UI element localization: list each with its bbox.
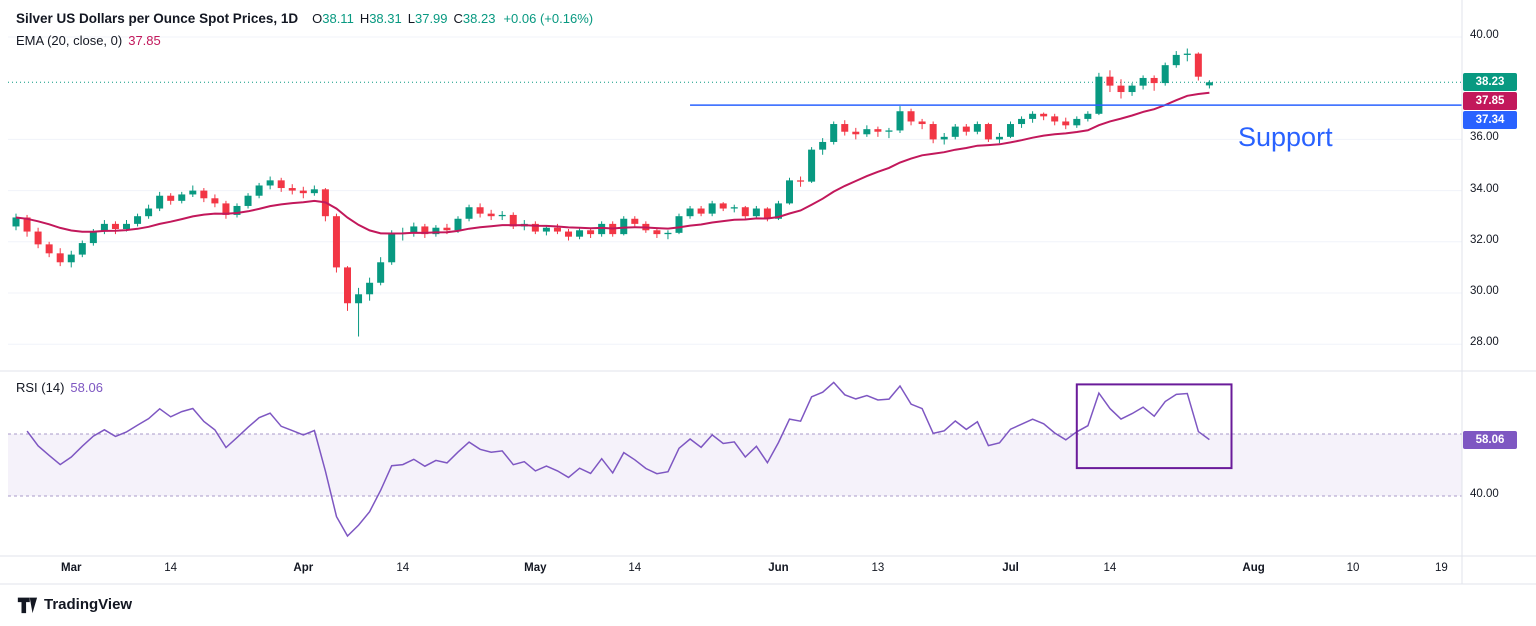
ohlc-high-label: H: [359, 11, 370, 26]
chart-legend[interactable]: Silver US Dollars per Ounce Spot Prices,…: [16, 8, 593, 52]
price-axis-label: 30.00: [1470, 285, 1499, 297]
time-axis-label: Jul: [1002, 562, 1019, 574]
ohlc-high-value: 38.31: [369, 11, 402, 26]
time-axis[interactable]: Mar 14 Apr 14 May 14 Jun 13 Jul 14 Aug 10 19: [0, 558, 1536, 584]
tradingview-attribution[interactable]: TradingView: [16, 593, 132, 615]
time-axis-label: 14: [164, 562, 178, 574]
ohlc-low-value: 37.99: [414, 11, 448, 26]
time-axis-label: 10: [1346, 562, 1360, 574]
symbol-title: Silver US Dollars per Ounce Spot Prices,…: [16, 11, 299, 26]
time-axis-label: 19: [1435, 562, 1448, 574]
time-axis-label: May: [524, 562, 547, 574]
rsi-legend-value: 58.06: [70, 380, 103, 395]
rsi-legend-name: RSI (14): [16, 380, 65, 395]
ema-legend-row[interactable]: EMA (20, close, 0) 37.85: [16, 30, 593, 52]
rsi-legend-row[interactable]: RSI (14) 58.06: [16, 380, 103, 395]
rsi-badge: 58.06: [1463, 431, 1517, 449]
legend-main-row[interactable]: Silver US Dollars per Ounce Spot Prices,…: [16, 8, 593, 30]
price-badge: 37.85: [1463, 92, 1517, 111]
price-badge: 38.23: [1463, 73, 1517, 92]
ohlc-close-value: 38.23: [462, 11, 496, 26]
time-axis-label: Jun: [768, 562, 789, 574]
price-axis-label: 36.00: [1470, 131, 1499, 144]
price-axis-label: 40.00: [1470, 29, 1499, 41]
ema-legend-value: 37.85: [128, 33, 161, 48]
time-axis-label: 14: [628, 562, 642, 574]
tradingview-logo-icon[interactable]: [16, 593, 38, 615]
ohlc-open-label: O: [312, 11, 323, 26]
time-axis-label: Aug: [1242, 562, 1265, 574]
time-axis-label: 14: [1103, 562, 1117, 574]
change-value: +0.06 (+0.16%): [503, 11, 594, 26]
tradingview-brand-text: TradingView: [44, 595, 133, 613]
rsi-axis-label: 40.00: [1470, 488, 1499, 500]
price-axis-label: 32.00: [1470, 233, 1499, 246]
time-axis-label: Apr: [293, 562, 314, 574]
ohlc-open-value: 38.11: [322, 11, 354, 26]
time-axis-label: 14: [396, 562, 410, 574]
price-axis-label: 34.00: [1470, 182, 1499, 195]
price-badge: 37.34: [1463, 111, 1517, 130]
ohlc-low-label: L: [407, 11, 415, 26]
time-axis-label: Mar: [61, 562, 82, 574]
ema-legend-name: EMA (20, close, 0): [16, 33, 123, 48]
time-axis-label: 13: [871, 562, 885, 574]
support-annotation-label[interactable]: Support: [1238, 122, 1333, 152]
ohlc-close-label: C: [453, 11, 463, 26]
price-axis-label: 28.00: [1470, 336, 1499, 349]
price-axis[interactable]: 40.00 36.00 34.00 32.00 30.00 28.00 40.00: [1462, 0, 1536, 584]
